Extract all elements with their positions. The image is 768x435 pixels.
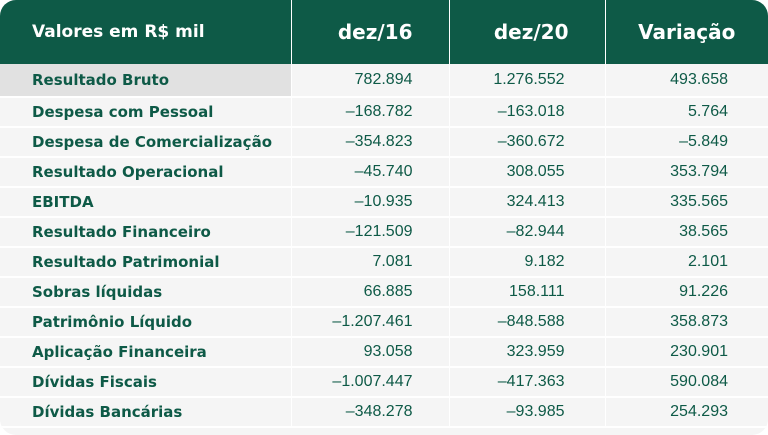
- value-dez16: –10.935: [291, 187, 450, 218]
- row-label: Despesa com Pessoal: [0, 97, 292, 128]
- value-dez16: –1.207.461: [291, 307, 450, 338]
- value-dez20: –82.944: [449, 217, 606, 248]
- value-dez20: 1.276.552: [449, 64, 606, 98]
- table-row: Resultado Financeiro –121.509 –82.944 38.56…: [0, 217, 768, 248]
- table-row: Sobras líquidas 66.885 158.111 91.226: [0, 277, 768, 308]
- header-row: Valores em R$ mil dez/16 dez/20 Variação: [0, 0, 768, 64]
- value-variacao: 230.901: [605, 337, 768, 368]
- row-label: EBITDA: [0, 187, 292, 218]
- row-label: Patrimônio Líquido: [0, 307, 292, 338]
- table-header: Valores em R$ mil dez/16 dez/20 Variação: [0, 0, 768, 64]
- value-dez16: 66.885: [291, 277, 450, 308]
- row-label: Despesa de Comercialização: [0, 127, 292, 158]
- table-row: Resultado Patrimonial 7.081 9.182 2.101: [0, 247, 768, 278]
- value-dez20: 324.413: [449, 187, 606, 218]
- table-row: EBITDA –10.935 324.413 335.565: [0, 187, 768, 218]
- value-dez20: –360.672: [449, 127, 606, 158]
- value-variacao: 5.764: [605, 97, 768, 128]
- value-variacao: 335.565: [605, 187, 768, 218]
- table-row: Despesa com Pessoal –168.782 –163.018 5.764: [0, 97, 768, 128]
- value-dez20: –93.985: [449, 397, 606, 428]
- value-dez16: –45.740: [291, 157, 450, 188]
- value-dez20: 323.959: [449, 337, 606, 368]
- value-dez20: –417.363: [449, 367, 606, 398]
- value-dez16: –348.278: [291, 397, 450, 428]
- table-row: Resultado Bruto 782.894 1.276.552 493.658: [0, 64, 768, 98]
- row-label: Aplicação Financeira: [0, 337, 292, 368]
- value-dez20: –848.588: [449, 307, 606, 338]
- value-variacao: 38.565: [605, 217, 768, 248]
- value-variacao: 358.873: [605, 307, 768, 338]
- value-dez20: 308.055: [449, 157, 606, 188]
- value-variacao: 91.226: [605, 277, 768, 308]
- row-label: Dívidas Bancárias: [0, 397, 292, 428]
- header-variacao: Variação: [605, 0, 768, 64]
- table-row: Despesa de Comercialização –354.823 –360.6…: [0, 127, 768, 158]
- value-dez16: 782.894: [291, 64, 450, 98]
- value-dez20: 9.182: [449, 247, 606, 278]
- header-label-column: Valores em R$ mil: [0, 0, 292, 64]
- row-label: Dívidas Fiscais: [0, 367, 292, 398]
- value-variacao: 254.293: [605, 397, 768, 428]
- value-dez16: –1.007.447: [291, 367, 450, 398]
- value-variacao: 590.084: [605, 367, 768, 398]
- table-row: Dívidas Bancárias –348.278 –93.985 254.293: [0, 397, 768, 428]
- value-variacao: 353.794: [605, 157, 768, 188]
- value-dez20: –163.018: [449, 97, 606, 128]
- table-row: Resultado Operacional –45.740 308.055 353.7…: [0, 157, 768, 188]
- value-variacao: –5.849: [605, 127, 768, 158]
- row-label: Sobras líquidas: [0, 277, 292, 308]
- table-row: Patrimônio Líquido –1.207.461 –848.588 358.…: [0, 307, 768, 338]
- value-variacao: 493.658: [605, 64, 768, 98]
- row-label: Resultado Financeiro: [0, 217, 292, 248]
- table-row: Aplicação Financeira 93.058 323.959 230.901: [0, 337, 768, 368]
- row-label: Resultado Bruto: [0, 64, 292, 98]
- table-body: Resultado Bruto 782.894 1.276.552 493.658 De…: [0, 64, 768, 428]
- value-dez20: 158.111: [449, 277, 606, 308]
- value-dez16: –168.782: [291, 97, 450, 128]
- header-dez20: dez/20: [449, 0, 606, 64]
- value-dez16: 7.081: [291, 247, 450, 278]
- row-label: Resultado Patrimonial: [0, 247, 292, 278]
- row-label: Resultado Operacional: [0, 157, 292, 188]
- value-dez16: 93.058: [291, 337, 450, 368]
- header-dez16: dez/16: [291, 0, 450, 64]
- value-dez16: –121.509: [291, 217, 450, 248]
- table-row: Dívidas Fiscais –1.007.447 –417.363 590.084: [0, 367, 768, 398]
- value-dez16: –354.823: [291, 127, 450, 158]
- value-variacao: 2.101: [605, 247, 768, 278]
